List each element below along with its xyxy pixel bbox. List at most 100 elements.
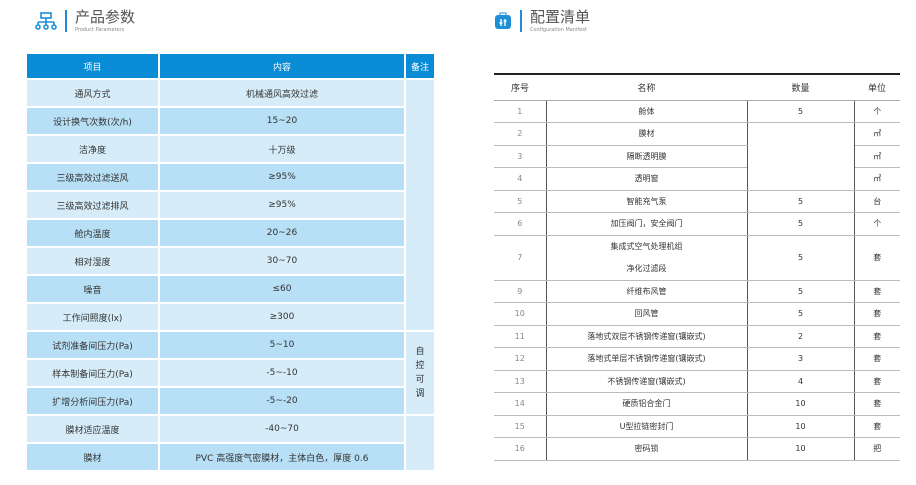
item-unit: 套 xyxy=(853,347,900,371)
header-name: 名称 xyxy=(546,74,747,101)
table-row: 三级高效过滤排风 ≥95% xyxy=(25,190,435,220)
param-value: -5~-20 xyxy=(158,386,406,416)
item-name: 膜材 xyxy=(545,122,748,146)
param-value: ≥95% xyxy=(158,190,406,220)
param-value: ≥300 xyxy=(158,302,406,332)
item-name: 回风管 xyxy=(545,302,748,326)
param-name: 膜材 xyxy=(25,442,160,472)
item-name: 透明窗 xyxy=(545,167,748,191)
item-name: 硬质铝合金门 xyxy=(545,392,748,416)
item-index: 16 xyxy=(494,437,547,461)
param-value: PVC 高强度气密膜材，主体白色，厚度 0.6 xyxy=(158,442,406,472)
table-row: 11 落地式双层不锈钢传递窗(镶嵌式) 2 套 xyxy=(494,324,900,348)
item-unit: 套 xyxy=(853,392,900,416)
item-index: 11 xyxy=(494,324,547,348)
item-name: 加压阀门，安全阀门 xyxy=(545,212,748,236)
section-subtitle: Product Parameters xyxy=(75,27,125,33)
table-row: 16 密码锁 10 把 xyxy=(494,437,900,461)
table-row: 洁净度 十万级 xyxy=(25,134,435,164)
item-unit: 套 xyxy=(853,234,900,281)
param-name: 舱内温度 xyxy=(25,218,160,248)
item-unit: 套 xyxy=(853,279,900,303)
item-index: 6 xyxy=(494,212,547,236)
item-index: 14 xyxy=(494,392,547,416)
item-name: 隔断透明膜 xyxy=(545,144,748,168)
note-cell xyxy=(404,414,436,472)
param-name: 通风方式 xyxy=(25,78,160,108)
item-unit: 套 xyxy=(853,324,900,348)
item-qty: 10 xyxy=(746,392,855,416)
table-row: 相对湿度 30~70 xyxy=(25,246,435,276)
param-name: 设计换气次数(次/h) xyxy=(25,106,160,136)
param-name: 三级高效过滤排风 xyxy=(25,190,160,220)
item-qty: 5 xyxy=(746,302,855,326)
param-value: 30~70 xyxy=(158,246,406,276)
item-name: U型拉链密封门 xyxy=(545,414,748,438)
item-qty: 5 xyxy=(746,99,855,123)
param-value: ≥95% xyxy=(158,162,406,192)
header-index: 序号 xyxy=(494,74,546,101)
item-qty: 5 xyxy=(746,279,855,303)
table-row: 通风方式 机械通风高效过滤 xyxy=(25,78,436,332)
param-value: -5~-10 xyxy=(158,358,406,388)
table-row: 13 不锈钢传递窗(镶嵌式) 4 套 xyxy=(494,369,900,393)
item-qty xyxy=(746,122,855,191)
table-row: 扩增分析间压力(Pa) -5~-20 xyxy=(25,386,435,416)
param-value: 5~10 xyxy=(158,330,406,360)
param-value: 15~20 xyxy=(158,106,406,136)
table-row: 工作间照度(lx) ≥300 xyxy=(25,302,435,332)
item-index: 10 xyxy=(494,302,547,326)
item-index: 4 xyxy=(494,167,547,191)
item-unit: ㎡ xyxy=(853,144,900,168)
section-title: 配置清单 xyxy=(530,8,591,26)
item-name: 智能充气泵 xyxy=(545,189,748,213)
header-qty: 数量 xyxy=(747,74,854,101)
note-text: 自控可调 xyxy=(415,347,425,399)
table-row: 1 舱体 5 个 xyxy=(494,99,900,123)
table-row: 噪音 ≤60 xyxy=(25,274,435,304)
header-note: 备注 xyxy=(404,52,436,80)
item-unit: 把 xyxy=(853,437,900,461)
note-cell xyxy=(404,78,436,332)
param-value: 十万级 xyxy=(158,134,406,164)
param-name: 工作间照度(lx) xyxy=(25,302,160,332)
table-row: 膜材适应温度 -40~70 xyxy=(25,414,436,472)
item-qty: 3 xyxy=(746,347,855,371)
item-unit: 套 xyxy=(853,369,900,393)
param-value: 20~26 xyxy=(158,218,406,248)
item-unit: ㎡ xyxy=(853,167,900,191)
item-index: 3 xyxy=(494,144,547,168)
header-item: 项目 xyxy=(25,52,160,80)
item-unit: 套 xyxy=(853,414,900,438)
param-name: 相对湿度 xyxy=(25,246,160,276)
item-index: 7 xyxy=(494,234,547,281)
table-row: 7 集成式空气处理机组 净化过滤段 5 套 xyxy=(494,234,900,281)
item-name: 纤维布风管 xyxy=(545,279,748,303)
param-value: 机械通风高效过滤 xyxy=(158,78,406,108)
item-qty: 10 xyxy=(746,437,855,461)
item-index: 2 xyxy=(494,122,547,146)
table-row: 舱内温度 20~26 xyxy=(25,218,435,248)
param-name: 样本制备间压力(Pa) xyxy=(25,358,160,388)
hierarchy-icon xyxy=(35,12,57,30)
header-content: 内容 xyxy=(158,52,406,80)
table-row: 6 加压阀门，安全阀门 5 个 xyxy=(494,212,900,236)
item-qty: 10 xyxy=(746,414,855,438)
item-qty: 5 xyxy=(746,234,855,281)
item-qty: 4 xyxy=(746,369,855,393)
item-unit: ㎡ xyxy=(853,122,900,146)
item-index: 13 xyxy=(494,369,547,393)
section-subtitle: Configuration Manifest xyxy=(530,27,587,33)
section-title: 产品参数 xyxy=(75,8,136,26)
toolbox-icon xyxy=(495,12,511,29)
item-index: 9 xyxy=(494,279,547,303)
parameters-table: 项目 内容 备注 通风方式 机械通风高效过滤 设计换气次数(次/h) 15~20 洁净度… xyxy=(25,52,436,472)
param-name: 三级高效过滤送风 xyxy=(25,162,160,192)
configuration-manifest-header: 配置清单 Configuration Manifest xyxy=(494,9,590,33)
item-index: 1 xyxy=(494,99,547,123)
table-row: 15 U型拉链密封门 10 套 xyxy=(494,414,900,438)
table-row: 9 纤维布风管 5 套 xyxy=(494,279,900,303)
table-row: 14 硬质铝合金门 10 套 xyxy=(494,392,900,416)
